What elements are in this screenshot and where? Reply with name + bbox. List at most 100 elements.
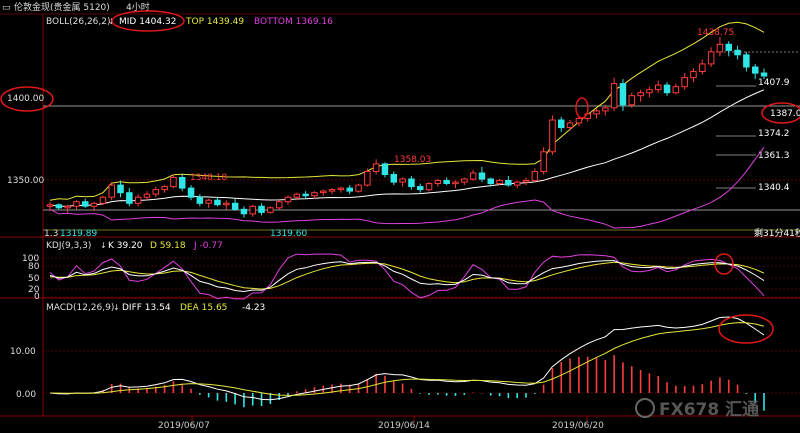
candle [143,191,151,201]
menu-icon[interactable]: ▭ [2,3,11,13]
candle [99,195,107,205]
candle [699,59,706,75]
candle [469,169,477,181]
candle [90,201,98,211]
candle-body [46,204,54,207]
candle [311,191,318,199]
candle-body [655,84,662,91]
candle [73,200,80,210]
candle [540,147,547,175]
candle [646,86,653,98]
candle-body [417,186,424,191]
candle [214,197,221,207]
candle [628,92,635,108]
candle-body [628,95,635,106]
candle-body [99,196,107,204]
candle-body [143,193,151,198]
candle [637,89,644,102]
candle-body [196,196,204,204]
macd-tick-0: 0.00 [16,390,36,400]
candle [108,182,115,201]
candle [734,45,741,60]
candle [558,116,565,133]
candle [187,185,195,201]
candle-body [108,184,115,198]
boll-top-value: TOP 1439.49 [185,17,244,27]
boll-mid-line [49,89,765,207]
candle-body [425,183,433,191]
candle-body [179,177,186,189]
candle [179,174,186,192]
candle [196,194,204,207]
level-label-1407: 1407.9 [758,78,790,88]
candle [302,191,309,199]
candle [575,116,583,127]
candle-body [575,118,583,124]
candle-body [82,201,89,207]
candle-body [558,119,565,129]
kdj-j-value: J -0.77 [193,241,223,251]
annotation-high-1438: 1438.75 [697,28,734,38]
annotation-low-1319-89: 1319.89 [60,229,97,239]
candle-body [602,107,609,112]
candle-body [487,178,494,184]
boll-label: BOLL(26,26,2) [46,17,111,27]
candle [64,204,71,213]
candle-body [399,178,406,183]
candle-body [681,77,688,88]
candle [417,183,424,193]
candle [267,206,274,214]
annotation-low-1319: 1319.60 [270,229,307,239]
candle [690,68,697,83]
candle [505,176,512,187]
candle [320,189,327,196]
level-label-1361: 1361.3 [758,151,790,161]
price-tick-1400: 1400.00 [7,94,44,104]
candle-body [134,196,142,204]
candle-body [593,110,600,115]
candle-body [240,208,248,215]
remaining-time: 剩31分41秒 [754,227,800,239]
candlesticks [46,37,768,218]
candle-body [610,83,618,109]
macd-highlight-circle [718,314,774,344]
macd-histogram-and-lines [49,316,765,411]
kdj-tick-0: 0 [34,292,40,302]
candle-body [514,181,521,186]
candle-body [355,184,362,192]
candle-body [258,205,265,213]
watermark-logo-icon [635,398,655,418]
candle [487,177,494,187]
candle-body [619,83,627,106]
candle [381,162,389,178]
candle-body [302,193,309,197]
candle [452,180,459,189]
candle [566,119,574,131]
kdj-k-line [49,260,765,293]
candle [126,188,133,207]
candle [152,186,159,198]
candle-body [408,178,415,188]
level-1387-highlight-circle [761,102,800,124]
candle-body [461,178,468,183]
candle-body [496,180,503,184]
period-label[interactable]: 4小时 [126,1,150,13]
stats-text: 1.3 [44,229,58,239]
candle [752,63,759,80]
candle-body [311,192,318,197]
candle [531,168,539,183]
boll-upper-line [49,21,765,201]
candle-body [381,163,389,175]
candle [390,171,397,186]
candle-body [637,92,644,97]
candle-body [161,186,168,191]
candle-body [734,49,741,56]
boll-lower-line [49,147,765,229]
candle-body [699,63,706,73]
candle-body [760,72,768,77]
candle-body [452,181,459,185]
candle-body [549,119,556,153]
macd-dea-value: DEA 15.65 [180,303,227,313]
candle-body [117,184,124,194]
